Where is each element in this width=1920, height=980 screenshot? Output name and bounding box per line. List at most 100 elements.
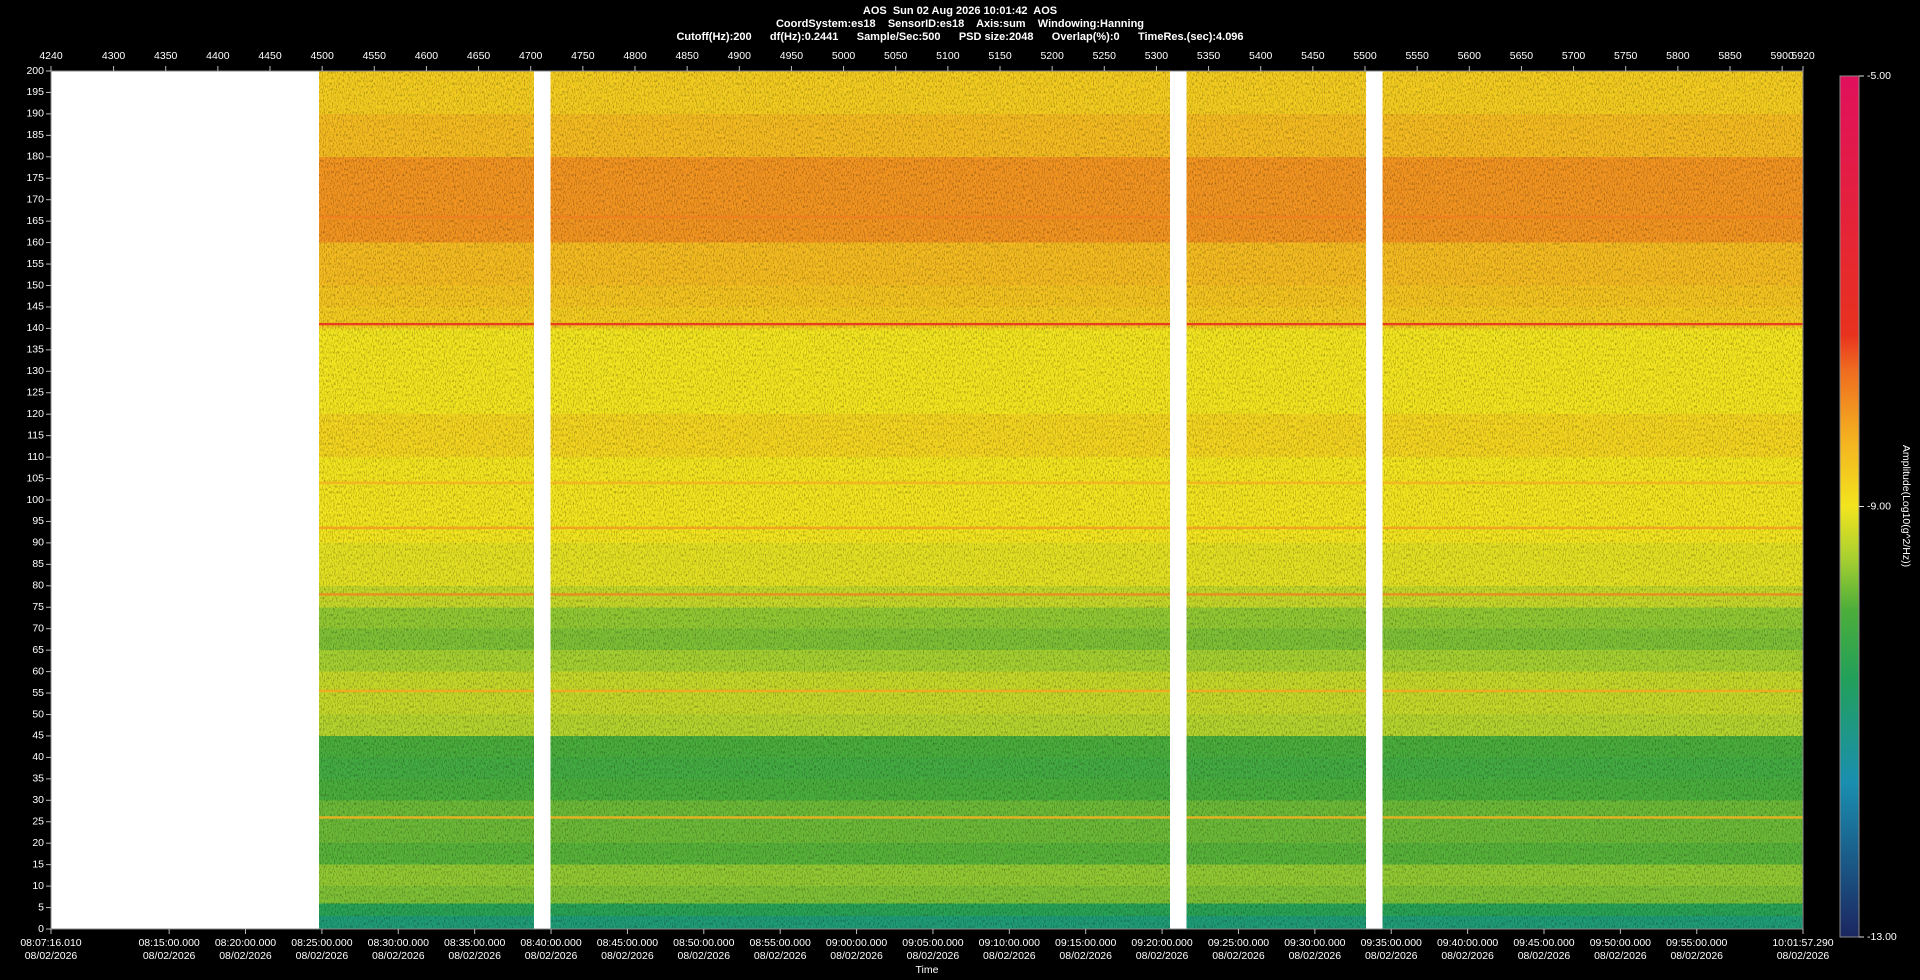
y-tick-label: 120 [26,408,44,420]
x-tick-label: 5200 [1040,50,1064,62]
x2-tick-date: 08/02/2026 [1136,950,1189,962]
x2-tick-date: 08/02/2026 [219,950,272,962]
y-tick-label: 60 [32,665,44,677]
noise-texture [550,71,1170,929]
x2-tick-date: 08/02/2026 [296,950,349,962]
tonal-line [550,526,1170,530]
x-tick-label: 4450 [258,50,282,62]
x2-tick-date: 08/02/2026 [1670,950,1723,962]
colorbar-tick-label: -13.00 [1867,931,1897,943]
y-tick-label: 130 [26,365,44,377]
x2-tick-label: 08:40:00.000 [520,937,581,949]
x-tick-label: 4400 [206,50,230,62]
x2-tick-label: 09:00:00.000 [826,937,887,949]
x2-tick-label: 09:05:00.000 [902,937,963,949]
x-tick-label: 4650 [467,50,491,62]
colorbar-tick-label: -9.00 [1867,500,1891,512]
y-tick-label: 75 [32,601,44,613]
tonal-line [1382,526,1803,530]
x2-tick-date: 08/02/2026 [1518,950,1571,962]
x-tick-label: 4900 [728,50,752,62]
y-tick-label: 85 [32,558,44,570]
x-tick-label: 5300 [1145,50,1169,62]
x-tick-label: 5150 [988,50,1012,62]
y-tick-label: 80 [32,580,44,592]
x-tick-label: 5050 [884,50,908,62]
x2-tick-date: 08/02/2026 [143,950,196,962]
y-tick-label: 10 [32,880,44,892]
y-tick-label: 195 [26,86,44,98]
x2-tick-label: 09:45:00.000 [1513,937,1574,949]
x-tick-label: 5000 [832,50,856,62]
x2-tick-label: 08:45:00.000 [597,937,658,949]
x-tick-label: 4600 [415,50,439,62]
x2-tick-label: 09:15:00.000 [1055,937,1116,949]
x2-tick-date: 08/02/2026 [1594,950,1647,962]
y-tick-label: 165 [26,215,44,227]
x2-tick-label: 08:15:00.000 [138,937,199,949]
x2-tick-label: 10:01:57.290 [1772,937,1833,949]
x-tick-label: 5850 [1718,50,1742,62]
x-tick-label: 4750 [571,50,595,62]
x2-tick-date: 08/02/2026 [525,950,578,962]
tonal-line [1382,322,1803,326]
x-tick-label: 4350 [154,50,178,62]
x2-tick-date: 08/02/2026 [25,950,78,962]
y-tick-label: 185 [26,129,44,141]
x-tick-label: 4700 [519,50,543,62]
x-tick-label: 5450 [1301,50,1325,62]
x2-tick-label: 08:07:16.010 [20,937,81,949]
noise-texture [1382,71,1803,929]
colorbar [1839,75,1860,938]
x2-tick-date: 08/02/2026 [448,950,501,962]
y-tick-label: 70 [32,622,44,634]
tonal-line [319,689,534,693]
colorbar-tick-label: -5.00 [1867,70,1891,82]
tonal-line [550,816,1170,819]
x-tick-label: 5650 [1510,50,1534,62]
tonal-line [1382,215,1803,219]
x2-tick-label: 08:25:00.000 [291,937,352,949]
x-tick-label: 5250 [1093,50,1117,62]
y-tick-label: 20 [32,837,44,849]
y-tick-label: 105 [26,472,44,484]
y-tick-label: 50 [32,708,44,720]
noise-texture [319,71,534,929]
y-tick-label: 25 [32,816,44,828]
y-tick-label: 110 [27,451,44,463]
tonal-line [1382,816,1803,819]
y-tick-label: 145 [26,301,44,313]
y-tick-label: 170 [26,193,44,205]
x-tick-label: 5800 [1666,50,1690,62]
x-tick-label: 4500 [310,50,334,62]
x2-tick-date: 08/02/2026 [1059,950,1112,962]
x2-tick-date: 08/02/2026 [907,950,960,962]
tonal-line [319,322,534,326]
y-tick-label: 40 [32,751,44,763]
tonal-line [319,481,534,485]
y-tick-label: 0 [38,923,44,935]
x-tick-label: 4850 [675,50,699,62]
y-tick-label: 90 [32,537,44,549]
x2-tick-label: 08:20:00.000 [215,937,276,949]
x2-tick-label: 08:35:00.000 [444,937,505,949]
y-tick-label: 155 [26,258,44,270]
x-tick-label: 5350 [1197,50,1221,62]
tonal-line [1382,689,1803,693]
x-tick-label: 4300 [102,50,126,62]
y-tick-label: 200 [26,65,44,77]
tonal-line [1186,322,1367,326]
y-tick-label: 180 [26,151,44,163]
y-tick-label: 135 [26,344,44,356]
tonal-line [1186,215,1367,219]
x2-tick-label: 09:35:00.000 [1361,937,1422,949]
x-tick-label: 4800 [623,50,647,62]
y-tick-label: 15 [32,858,44,870]
x-tick-label: 5600 [1458,50,1482,62]
y-tick-label: 5 [38,901,44,913]
x2-tick-date: 08/02/2026 [678,950,731,962]
x2-tick-label: 09:40:00.000 [1437,937,1498,949]
x2-tick-date: 08/02/2026 [1365,950,1418,962]
